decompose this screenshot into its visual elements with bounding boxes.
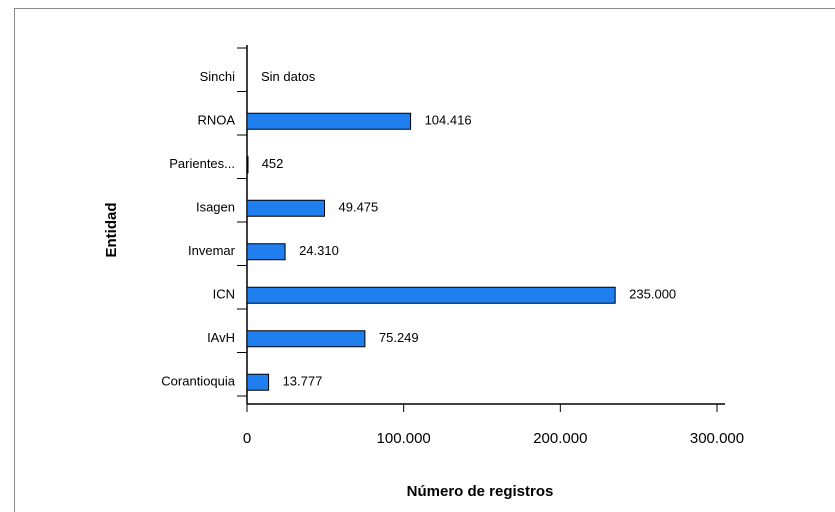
bar bbox=[246, 330, 366, 348]
value-label: 49.475 bbox=[339, 200, 379, 215]
y-tick-label: Invemar bbox=[188, 243, 236, 258]
y-tick-label: IAvH bbox=[207, 330, 235, 345]
bar bbox=[246, 373, 270, 391]
y-axis-title: Entidad bbox=[103, 203, 120, 258]
frame bbox=[14, 8, 835, 512]
bar bbox=[246, 286, 616, 304]
y-tick-label: Parientes... bbox=[169, 156, 235, 171]
x-tick-label: 200.000 bbox=[533, 430, 587, 447]
x-axis-title: Número de registros bbox=[407, 483, 554, 500]
y-tick-label: Isagen bbox=[196, 200, 235, 215]
y-tick-label: Corantioquia bbox=[161, 374, 235, 389]
x-tick-label: 300.000 bbox=[690, 430, 744, 447]
y-tick-label: ICN bbox=[213, 287, 235, 302]
bar bbox=[246, 112, 412, 130]
value-label: 24.310 bbox=[299, 243, 339, 258]
bar bbox=[246, 156, 249, 174]
value-label: 13.777 bbox=[283, 374, 323, 389]
value-label: 75.249 bbox=[379, 330, 419, 345]
value-label: 452 bbox=[262, 156, 284, 171]
x-tick-label: 0 bbox=[243, 430, 251, 447]
value-label: Sin datos bbox=[261, 69, 316, 84]
y-tick-label: RNOA bbox=[197, 113, 235, 128]
bar bbox=[246, 243, 286, 261]
value-label: 104.416 bbox=[425, 113, 472, 128]
bar bbox=[246, 199, 326, 217]
x-tick-label: 100.000 bbox=[377, 430, 431, 447]
value-label: 235.000 bbox=[629, 287, 676, 302]
y-tick-label: Sinchi bbox=[200, 69, 236, 84]
